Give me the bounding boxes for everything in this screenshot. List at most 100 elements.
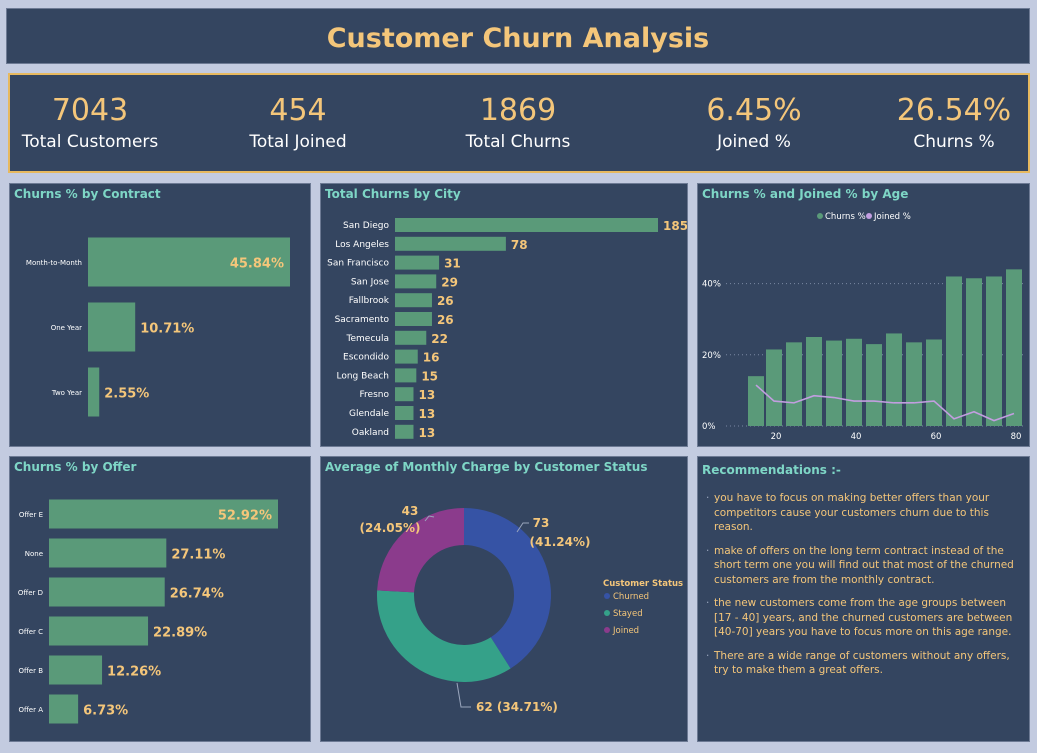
kpi-churns-percent[interactable]: 26.54% Churns % [864, 93, 1037, 152]
kpi-label: Total Churns [465, 132, 571, 152]
kpi-total-customers[interactable]: 7043 Total Customers [0, 93, 180, 152]
kpi-label: Total Joined [249, 132, 347, 152]
contract-chart[interactable]: Month-to-Month 45.84% One Year 10.71% Two Ye… [10, 184, 310, 446]
bar [49, 577, 165, 607]
y-tick-label: 40% [702, 280, 721, 290]
legend-label: Joined [612, 626, 639, 636]
data-label: 73 [533, 516, 550, 530]
data-label: 31 [444, 257, 461, 271]
legend-label: Joined % [873, 212, 911, 222]
bar [88, 237, 290, 287]
y-tick-label: 20% [702, 351, 721, 361]
category-label: Offer E [19, 511, 43, 519]
bar [866, 344, 882, 426]
category-label: San Francisco [327, 259, 389, 269]
data-label: 185 [663, 219, 687, 233]
kpi-label: Churns % [913, 132, 995, 152]
bar [395, 406, 414, 420]
category-label: Long Beach [336, 371, 389, 381]
contract-panel: Churns % by Contract Month-to-Month 45.84… [9, 183, 311, 447]
bar [395, 312, 432, 326]
data-label: 13 [418, 388, 435, 402]
kpi-joined-percent[interactable]: 6.45% Joined % [664, 93, 844, 152]
category-label: Los Angeles [335, 240, 389, 250]
legend-title: Customer Status [603, 579, 683, 589]
recommendation-item: There are a wide range of customers with… [706, 649, 1025, 678]
bar [906, 342, 922, 426]
age-chart[interactable]: Churns % Joined % 0% 20% 40% 20 40 60 80 [698, 184, 1029, 446]
bar [395, 218, 658, 232]
bar [886, 333, 902, 426]
y-tick-label: 0% [702, 422, 716, 432]
bar [806, 337, 822, 426]
category-label: Fallbrook [349, 296, 390, 306]
bar [926, 339, 942, 426]
donut-slice [464, 508, 552, 669]
bar [1006, 269, 1022, 426]
data-label: 45.84% [230, 257, 284, 272]
kpi-total-churns[interactable]: 1869 Total Churns [428, 93, 608, 152]
x-tick-label: 80 [1011, 432, 1022, 442]
legend-label: Churned [613, 592, 649, 602]
panel-title: Churns % by Contract [14, 187, 161, 201]
bar [395, 293, 432, 308]
offer-chart[interactable]: Offer E 52.92% None 27.11% Offer D 26.74% Offe… [10, 457, 310, 741]
bar [88, 302, 136, 352]
panel-title: Total Churns by City [325, 187, 461, 201]
bar [748, 376, 764, 426]
data-label: 10.71% [140, 322, 194, 337]
data-label: 22.89% [153, 626, 207, 641]
legend-marker [817, 213, 823, 219]
category-label: Sacramento [335, 315, 390, 325]
joined-line [755, 384, 1015, 422]
data-label: 13 [418, 426, 435, 440]
city-panel: Total Churns by City San Diego 185 Los Ang… [320, 183, 688, 447]
bar [395, 368, 417, 383]
title-bar: Customer Churn Analysis [6, 8, 1030, 64]
category-label: Month-to-Month [26, 259, 82, 267]
bar [88, 367, 100, 417]
bar [786, 342, 802, 426]
panel-title: Churns % and Joined % by Age [702, 187, 909, 201]
kpi-total-joined[interactable]: 454 Total Joined [208, 93, 388, 152]
category-label: Oakland [352, 428, 389, 438]
data-label: 15 [421, 369, 438, 383]
bar [49, 694, 79, 724]
category-label: Offer C [18, 628, 43, 636]
data-label: 62 (34.71%) [476, 700, 558, 714]
bar [49, 616, 149, 646]
legend-marker [604, 610, 610, 616]
category-label: Fresno [360, 390, 390, 400]
category-label: Temecula [346, 334, 389, 344]
leader-line [516, 522, 529, 533]
category-label: One Year [51, 324, 82, 332]
kpi-value: 7043 [51, 93, 129, 128]
bar [395, 236, 506, 251]
x-tick-label: 60 [931, 432, 942, 442]
bar [395, 274, 437, 289]
x-tick-label: 40 [851, 432, 862, 442]
category-label: Escondido [343, 353, 389, 363]
offer-panel: Churns % by Offer Offer E 52.92% None 27.11… [9, 456, 311, 742]
bar [766, 349, 782, 426]
bar [49, 655, 103, 685]
category-label: Offer B [18, 667, 43, 675]
bar [395, 387, 414, 402]
data-label: 22 [431, 332, 448, 346]
legend-label: Churns % [825, 212, 866, 222]
category-label: Offer A [18, 706, 43, 714]
data-label: 26 [437, 294, 454, 308]
donut-chart[interactable]: 73 (41.24%) 43 (24.05%) 62 (34.71%) Customer … [321, 457, 687, 741]
data-label: 2.55% [104, 387, 149, 402]
city-chart[interactable]: San Diego 185 Los Angeles 78 San Francisco 31… [321, 184, 688, 446]
kpi-value: 454 [269, 93, 327, 128]
data-label: 12.26% [107, 665, 161, 680]
bar [946, 276, 962, 426]
bar [395, 424, 414, 439]
dashboard-title: Customer Churn Analysis [326, 23, 710, 54]
data-label: 16 [423, 351, 440, 365]
data-label: 13 [418, 407, 435, 421]
bar [49, 538, 167, 568]
x-tick-label: 20 [771, 432, 782, 442]
kpi-label: Joined % [717, 132, 791, 152]
